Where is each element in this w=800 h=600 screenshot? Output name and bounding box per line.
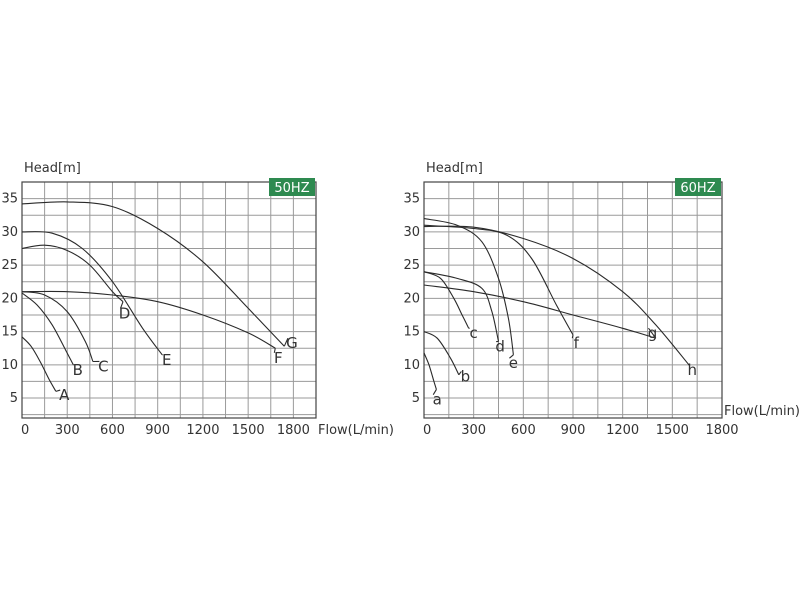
chart-50hz-ytick-label: 30 (1, 225, 18, 240)
chart-50hz-curve-label-C: C (98, 357, 108, 375)
chart-60hz-frame (423, 181, 723, 419)
chart-50hz-ytick-label: 5 (10, 391, 18, 406)
chart-50hz-ytick-label: 10 (1, 358, 18, 373)
chart-60hz-curve-label-e: e (509, 354, 518, 372)
chart-60hz-ytick-label: 10 (403, 358, 420, 373)
chart-60hz-ytick-label: 35 (403, 192, 420, 207)
chart-50hz-curve-E (21, 231, 163, 356)
chart-50hz-curve-label-E: E (162, 351, 171, 369)
chart-60hz-xtick-label: 1800 (705, 423, 738, 438)
chart-60hz-curve-g (423, 284, 656, 339)
chart-60hz-curve-e (423, 218, 514, 355)
chart-50hz-curve-label-F: F (274, 349, 283, 367)
chart-60hz-curve-a (423, 352, 437, 390)
chart-50hz-curve-label-A: A (59, 386, 70, 404)
chart-50hz-ytick-label: 35 (1, 192, 18, 207)
chart-60hz: 5 10 15 20 25 30 35 0 300 600 900 1200 1500 1800 Head[… (403, 161, 800, 438)
chart-60hz-leader-g (648, 327, 657, 339)
chart-50hz-leader-A (55, 389, 61, 392)
chart-60hz-curve-label-h: h (687, 361, 697, 379)
chart-60hz-ylabel: Head[m] (426, 161, 483, 176)
chart-60hz-leader-b (458, 371, 462, 376)
chart-50hz-badge (269, 178, 315, 196)
chart-50hz-curve-label-B: B (73, 361, 83, 379)
chart-50hz-curve-G (21, 201, 285, 347)
chart-60hz-curve-h (423, 225, 690, 366)
chart-50hz-frame (21, 181, 317, 419)
chart-60hz-curve-label-g: g (648, 324, 658, 342)
chart-50hz-xtick-label: 1200 (186, 423, 219, 438)
chart-60hz-badge-label: 60HZ (680, 181, 715, 196)
chart-50hz-xtick-label: 0 (21, 423, 29, 438)
chart-50hz-xtick-label: 300 (55, 423, 80, 438)
chart-50hz-curve-label-D: D (119, 304, 131, 322)
chart-50hz-leader-G (283, 337, 289, 347)
chart-50hz-curve-label-G: G (286, 334, 298, 352)
chart-60hz-leader-e (509, 354, 514, 359)
chart-50hz-badge-label: 50HZ (274, 181, 309, 196)
chart-60hz-ytick-label: 15 (403, 325, 420, 340)
chart-50hz-leader-D (120, 301, 124, 309)
chart-60hz-badge (675, 178, 721, 196)
chart-60hz-curve-label-c: c (470, 324, 478, 342)
chart-60hz-xtick-label: 600 (511, 423, 536, 438)
chart-50hz-xtick-label: 900 (145, 423, 170, 438)
chart-50hz-xtick-label: 600 (100, 423, 125, 438)
chart-50hz-xtick-label: 1500 (232, 423, 265, 438)
chart-50hz-ytick-label: 25 (1, 258, 18, 273)
chart-50hz-curve-D (21, 244, 124, 303)
chart-60hz-leader-a (432, 389, 437, 395)
chart-50hz-curve-A (21, 336, 57, 392)
chart-60hz-curve-b (423, 331, 460, 376)
chart-60hz-xtick-label: 300 (461, 423, 486, 438)
chart-50hz-ylabel: Head[m] (24, 161, 81, 176)
chart-60hz-curve-label-b: b (461, 367, 471, 385)
chart-60hz-curve-label-f: f (574, 334, 580, 352)
chart-60hz-ytick-label: 20 (403, 291, 420, 306)
chart-60hz-xtick-label: 1200 (606, 423, 639, 438)
chart-60hz-ytick-label: 30 (403, 225, 420, 240)
chart-60hz-curve-label-d: d (495, 338, 505, 356)
chart-60hz-xlabel: Flow(L/min) (724, 404, 800, 419)
chart-60hz-curve-label-a: a (433, 391, 442, 409)
chart-60hz-curve-f (423, 224, 574, 336)
chart-60hz-xtick-label: 900 (561, 423, 586, 438)
chart-50hz-curve-F (21, 290, 276, 349)
chart-50hz-curve-B (21, 292, 74, 366)
chart-60hz-leader-f (571, 334, 574, 339)
chart-50hz-ytick-label: 20 (1, 291, 18, 306)
chart-50hz-ytick-label: 15 (1, 325, 18, 340)
chart-60hz-curve-d (423, 271, 500, 342)
chart-60hz-xtick-label: 0 (423, 423, 431, 438)
chart-50hz-xlabel: Flow(L/min) (318, 423, 394, 438)
chart-60hz-ytick-label: 25 (403, 258, 420, 273)
chart-60hz-ytick-label: 5 (412, 391, 420, 406)
chart-50hz-curve-C (21, 291, 94, 362)
chart-50hz-xtick-label: 1800 (277, 423, 310, 438)
chart-50hz: 5 10 15 20 25 30 35 0 300 600 900 1200 1500 1800 Head[… (1, 161, 394, 438)
chart-60hz-xtick-label: 1500 (656, 423, 689, 438)
chart-50hz-leader-F (273, 348, 276, 353)
chart-60hz-curve-c (423, 271, 470, 329)
